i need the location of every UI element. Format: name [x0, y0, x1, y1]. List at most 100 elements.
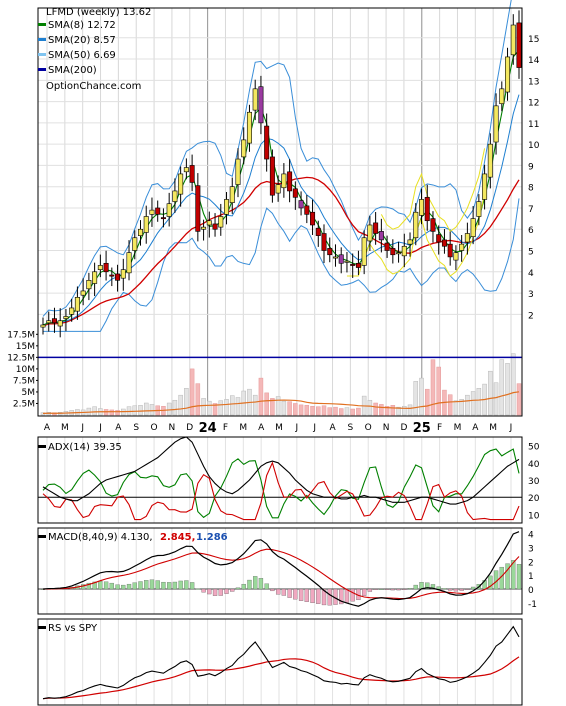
macd-histogram-bar — [218, 588, 223, 596]
macd-histogram-bar — [321, 588, 327, 606]
candle-body — [424, 197, 430, 222]
macd-histogram-bar — [264, 583, 269, 590]
candle-body — [160, 217, 166, 220]
macd-histogram-bar — [149, 579, 155, 590]
macd-histogram-bar — [86, 582, 92, 590]
x-tick-label: A — [115, 423, 122, 433]
macd-legend: MACD(8,40,9) 4.130, 2.845, 1.286 — [38, 532, 228, 543]
x-tick-label: A — [258, 423, 265, 433]
x-tick-label: N — [383, 423, 390, 433]
macd-histogram-bar — [184, 580, 189, 590]
x-tick-label: J — [80, 423, 84, 433]
macd-histogram-bar — [367, 588, 373, 592]
candle-body — [46, 320, 52, 324]
indicator-layer — [38, 436, 522, 700]
candle-body — [430, 218, 436, 232]
volume-bar — [115, 410, 120, 416]
macd-histogram-bar — [155, 580, 160, 590]
volume-bar — [419, 377, 424, 416]
lower-band-line — [43, 198, 520, 332]
volume-bar — [338, 408, 344, 416]
candle-body — [464, 233, 470, 243]
x-tick-label: D — [400, 423, 407, 433]
candle-body — [413, 211, 419, 239]
candle-body — [126, 252, 132, 274]
volume-bar — [430, 359, 436, 416]
candle-body — [264, 125, 270, 160]
macd-histogram-bar — [384, 588, 390, 590]
macd-histogram-bar — [224, 588, 229, 594]
macd-histogram-bar — [436, 586, 441, 590]
volume-bar — [138, 405, 143, 416]
axes-layer: A M J J A S O N D 24 F M A M J J A S O N D 25 F M A M J23456789101… — [7, 35, 540, 610]
chart-title: LFMD (weekly) 13.62 — [46, 7, 151, 18]
candle-body — [132, 237, 138, 251]
legend-sma20: SMA(20) 8.57 — [48, 35, 116, 46]
candle-body — [470, 218, 476, 237]
volume-bar — [453, 400, 459, 416]
candle-body — [355, 262, 361, 268]
volume-tick-label: 17.5M — [7, 330, 35, 340]
volume-bar — [465, 394, 470, 416]
macd-histogram-bar — [258, 578, 264, 590]
volume-tick-label: 15M — [16, 342, 35, 352]
macd-tick-label: 3 — [528, 544, 534, 554]
macd-histogram-bar — [167, 582, 172, 590]
macd-histogram-bar — [207, 588, 212, 595]
volume-bar — [109, 409, 115, 416]
macd-histogram-bar — [425, 582, 430, 590]
candle-body — [436, 234, 442, 243]
volume-bar — [178, 394, 183, 416]
candle-body — [269, 156, 275, 196]
x-tick-label: J — [312, 423, 316, 433]
macd-histogram-bar — [373, 588, 378, 590]
x-tick-label: F — [437, 423, 442, 433]
macd-histogram-bar — [144, 580, 149, 590]
x-tick-label: M — [275, 423, 283, 433]
macd-histogram-bar — [505, 563, 510, 590]
x-tick-label: 25 — [413, 421, 431, 436]
volume-bar — [172, 399, 178, 416]
macd-histogram-bar — [310, 588, 315, 604]
candle-body — [310, 211, 316, 226]
macd-histogram-bar — [516, 564, 522, 590]
volume-bar — [470, 391, 476, 416]
macd-histogram-bar — [121, 584, 126, 590]
macd-line — [42, 531, 520, 607]
volume-bar — [367, 399, 373, 416]
legend-swatch-sma20 — [38, 38, 46, 41]
x-tick-label: D — [186, 423, 193, 433]
candle-body — [235, 158, 241, 185]
candle-body — [493, 105, 499, 143]
candle-body — [80, 290, 86, 296]
volume-bar — [396, 406, 401, 416]
minus-di-line — [42, 461, 520, 521]
volume-bar — [356, 407, 361, 416]
macd-histogram-bar — [281, 588, 287, 596]
candle-body — [476, 201, 482, 217]
x-tick-label: M — [489, 423, 497, 433]
x-tick-label: M — [239, 423, 247, 433]
adx-tick-label: 30 — [528, 477, 540, 487]
x-tick-label: J — [509, 423, 513, 433]
volume-bar — [235, 397, 241, 416]
volume-bar — [402, 405, 407, 416]
candle-body — [298, 200, 304, 209]
candle-body — [172, 190, 178, 202]
adx-tick-label: 40 — [528, 460, 540, 470]
volume-bar — [499, 359, 505, 416]
price-tick-label: 14 — [528, 56, 540, 66]
macd-histogram-bar — [339, 588, 344, 605]
macd-histogram-bar — [287, 588, 292, 598]
price-tick-label: 7 — [528, 205, 534, 215]
candle-body — [350, 264, 356, 266]
macd-histogram-bar — [132, 582, 137, 590]
legend-sma50: SMA(50) 6.69 — [48, 50, 116, 61]
candle-body — [92, 271, 98, 284]
volume-bar — [264, 392, 269, 416]
macd-histogram-bar — [488, 575, 493, 590]
volume-bar — [298, 404, 304, 416]
macd-histogram-bar — [109, 582, 114, 590]
macd-title: MACD(8,40,9) 4.130, — [48, 532, 153, 543]
